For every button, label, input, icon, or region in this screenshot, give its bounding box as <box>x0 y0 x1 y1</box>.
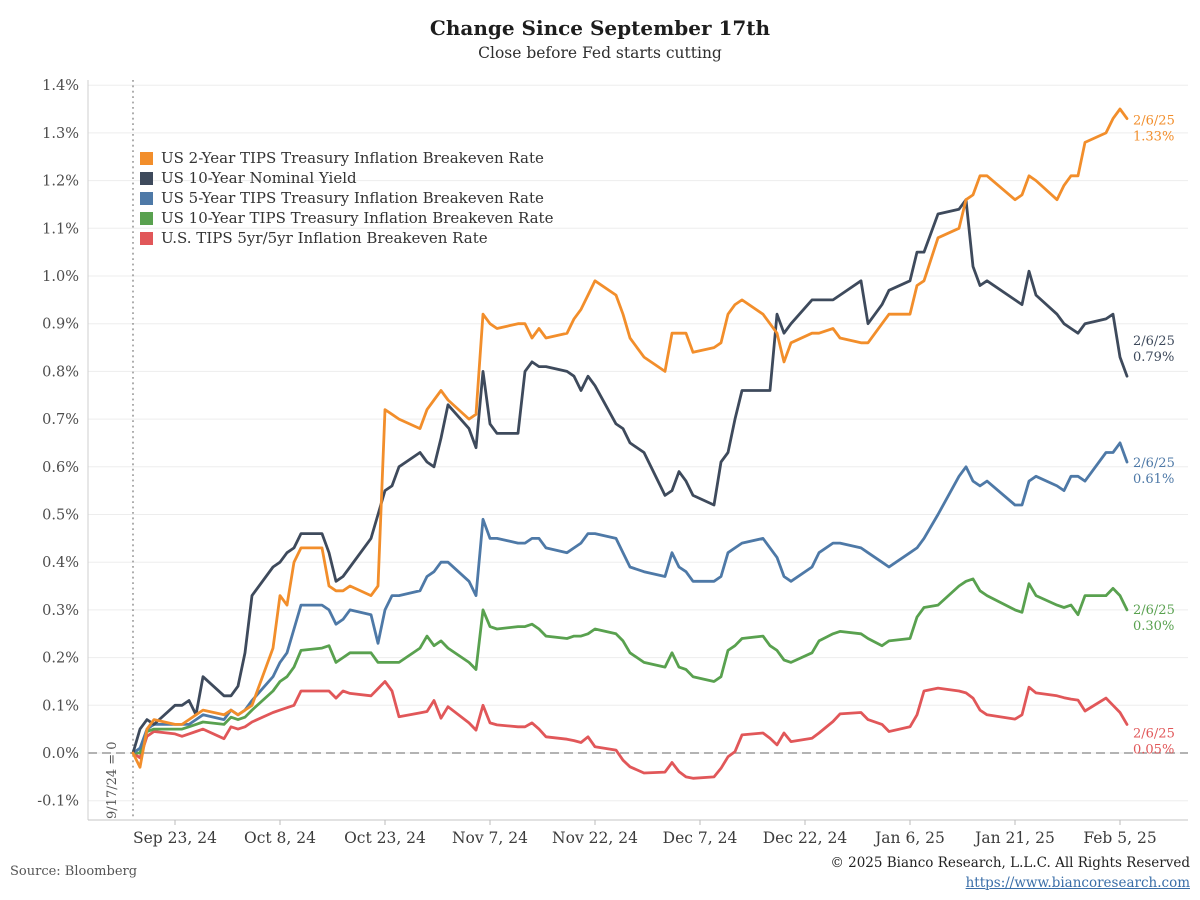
x-axis-tick-label: Oct 23, 24 <box>344 829 426 847</box>
series-line-us-2y-tips-breakeven <box>131 107 1129 769</box>
x-axis-tick-label: Dec 22, 24 <box>763 829 848 847</box>
x-axis-tick-label: Oct 8, 24 <box>244 829 316 847</box>
legend-swatch-icon <box>140 191 153 205</box>
annotation-date-us-10y-tips-breakeven: 2/6/25 <box>1133 603 1175 618</box>
annotation-date-us-2y-tips-breakeven: 2/6/25 <box>1133 114 1175 129</box>
legend-item-us-5y-tips-breakeven: US 5-Year TIPS Treasury Inflation Breake… <box>140 188 553 208</box>
legend-label: US 2-Year TIPS Treasury Inflation Breake… <box>161 149 544 167</box>
legend-label: U.S. TIPS 5yr/5yr Inflation Breakeven Ra… <box>161 229 488 247</box>
series-line-us-10y-tips-breakeven <box>131 577 1129 755</box>
legend-swatch-icon <box>140 151 153 165</box>
annotation-value-us-tips-5y5y-breakeven: 0.05% <box>1133 742 1174 757</box>
x-axis-tick-label: Feb 5, 25 <box>1083 829 1156 847</box>
y-axis-tick-label: 0.3% <box>42 603 79 619</box>
website-link[interactable]: https://www.biancoresearch.com <box>965 874 1190 891</box>
x-axis-tick-label: Jan 6, 25 <box>873 829 945 847</box>
baseline-date-label: 9/17/24 = 0 <box>105 741 120 819</box>
series-line-us-5y-tips-breakeven <box>131 441 1129 755</box>
y-axis-tick-label: 0.1% <box>42 698 79 714</box>
legend-item-us-tips-5y5y-breakeven: U.S. TIPS 5yr/5yr Inflation Breakeven Ra… <box>140 228 553 248</box>
x-axis-tick-label: Nov 7, 24 <box>452 829 528 847</box>
y-axis-tick-label: 1.2% <box>42 174 79 190</box>
copyright-block: © 2025 Bianco Research, L.L.C. All Right… <box>830 854 1190 893</box>
x-axis-tick-label: Nov 22, 24 <box>552 829 638 847</box>
legend-swatch-icon <box>140 171 153 185</box>
y-axis-tick-label: 1.3% <box>42 126 79 142</box>
y-axis-tick-label: 0.6% <box>42 460 79 476</box>
y-axis-tick-label: 1.1% <box>42 221 79 237</box>
legend-swatch-icon <box>140 231 153 245</box>
y-axis-tick-label: 0.0% <box>42 746 79 762</box>
y-axis-tick-label: 0.4% <box>42 555 79 571</box>
legend-swatch-icon <box>140 211 153 225</box>
series-line-us-10y-nominal <box>131 198 1129 755</box>
annotation-value-us-10y-nominal: 0.79% <box>1133 350 1174 365</box>
y-axis-tick-label: 0.9% <box>42 317 79 333</box>
series-line-us-tips-5y5y-breakeven <box>131 680 1129 780</box>
annotation-date-us-5y-tips-breakeven: 2/6/25 <box>1133 456 1175 471</box>
y-axis-tick-label: 0.2% <box>42 651 79 667</box>
annotation-date-us-tips-5y5y-breakeven: 2/6/25 <box>1133 726 1175 741</box>
chart-subtitle: Close before Fed starts cutting <box>478 44 722 62</box>
y-axis-tick-label: 1.4% <box>42 78 79 94</box>
legend: US 2-Year TIPS Treasury Inflation Breake… <box>140 148 553 248</box>
annotation-value-us-5y-tips-breakeven: 0.61% <box>1133 472 1174 487</box>
y-axis-tick-label: 0.8% <box>42 364 79 380</box>
legend-item-us-10y-tips-breakeven: US 10-Year TIPS Treasury Inflation Break… <box>140 208 553 228</box>
x-axis-tick-label: Jan 21, 25 <box>973 829 1055 847</box>
x-axis-tick-label: Sep 23, 24 <box>133 829 217 847</box>
annotation-value-us-2y-tips-breakeven: 1.33% <box>1133 130 1174 145</box>
legend-label: US 10-Year TIPS Treasury Inflation Break… <box>161 209 554 227</box>
legend-item-us-2y-tips-breakeven: US 2-Year TIPS Treasury Inflation Breake… <box>140 148 553 168</box>
x-axis-tick-label: Dec 7, 24 <box>663 829 738 847</box>
y-axis-tick-label: 0.7% <box>42 412 79 428</box>
source-note: Source: Bloomberg <box>10 864 138 879</box>
y-axis-tick-label: 1.0% <box>42 269 79 285</box>
copyright-text: © 2025 Bianco Research, L.L.C. All Right… <box>830 855 1190 871</box>
legend-label: US 10-Year Nominal Yield <box>161 169 357 187</box>
legend-label: US 5-Year TIPS Treasury Inflation Breake… <box>161 189 544 207</box>
annotation-date-us-10y-nominal: 2/6/25 <box>1133 334 1175 349</box>
chart-title: Change Since September 17th <box>429 16 771 40</box>
y-axis-tick-label: 0.5% <box>42 508 79 524</box>
annotation-value-us-10y-tips-breakeven: 0.30% <box>1133 619 1174 634</box>
legend-item-us-10y-nominal: US 10-Year Nominal Yield <box>140 168 553 188</box>
y-axis-tick-label: -0.1% <box>37 794 79 810</box>
